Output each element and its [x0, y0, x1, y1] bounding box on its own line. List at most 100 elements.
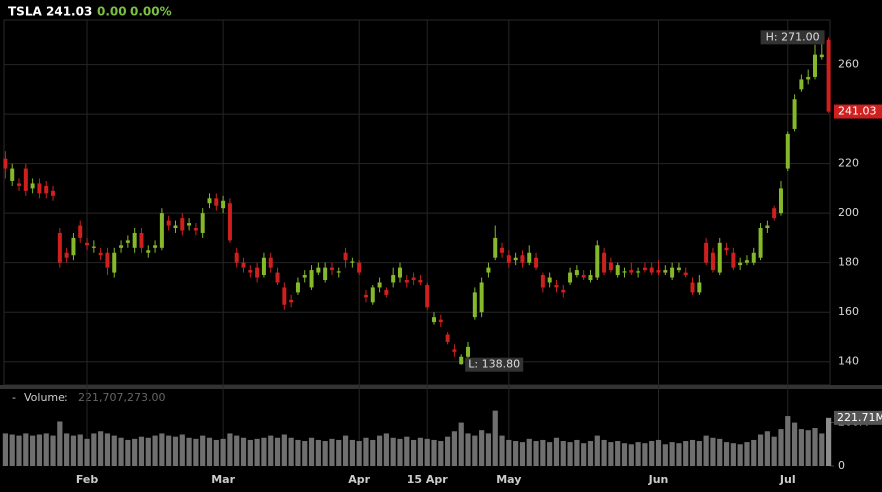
- volume-bar: [635, 442, 641, 466]
- volume-bar: [98, 431, 104, 466]
- candle-body: [472, 292, 477, 318]
- volume-bar: [234, 435, 240, 466]
- volume-bar: [438, 441, 444, 466]
- candle-body: [207, 198, 212, 204]
- candle-body: [132, 232, 137, 248]
- volume-bar: [771, 436, 777, 466]
- candle-body: [71, 237, 76, 256]
- volume-bar: [125, 439, 131, 466]
- candle-body: [534, 257, 539, 268]
- volume-bar: [50, 435, 56, 466]
- candle-body: [697, 282, 702, 293]
- volume-bar: [111, 435, 117, 466]
- candle-body: [105, 252, 110, 268]
- volume-bar: [451, 431, 458, 466]
- x-tick-label: Apr: [348, 473, 370, 486]
- candle-body: [57, 232, 62, 263]
- candle-body: [146, 250, 151, 253]
- volume-tag-box: [834, 410, 882, 425]
- candle-body: [336, 271, 341, 273]
- candle-body: [200, 213, 205, 233]
- volume-bar: [547, 442, 553, 466]
- candle-body: [227, 203, 232, 241]
- volume-bar: [676, 443, 682, 466]
- candle-body: [459, 356, 464, 365]
- candle-body: [357, 262, 362, 273]
- candle-body: [214, 198, 219, 206]
- candle-body: [574, 270, 579, 276]
- volume-bar: [404, 436, 410, 466]
- volume-bar: [764, 431, 770, 466]
- x-tick-label: May: [496, 473, 521, 486]
- candle-body: [452, 349, 457, 352]
- y-tick-label: 0: [838, 459, 845, 472]
- volume-bar: [166, 435, 172, 466]
- candle-body: [670, 267, 675, 278]
- candle-body: [411, 277, 416, 280]
- volume-bar: [302, 441, 308, 466]
- volume-bar: [574, 439, 580, 466]
- candle-body: [486, 267, 491, 273]
- volume-bar: [288, 437, 294, 466]
- candle-body: [568, 272, 573, 283]
- candle-body: [255, 267, 260, 278]
- change-pct: 0.00%: [130, 5, 172, 19]
- volume-title: Volume: [24, 391, 65, 404]
- candle-body: [153, 245, 158, 248]
- candle-body: [309, 270, 314, 288]
- volume-bar: [431, 439, 437, 466]
- candle-body: [289, 299, 294, 303]
- volume-bar: [363, 437, 369, 466]
- candle-body: [159, 213, 164, 248]
- candle-body: [268, 257, 273, 268]
- volume-bar: [274, 437, 281, 466]
- last-price-box: [834, 104, 882, 119]
- candle-body: [540, 275, 545, 288]
- candle-body: [744, 260, 749, 263]
- volume-bar: [608, 442, 614, 466]
- candle-body: [717, 242, 722, 273]
- volume-bar: [499, 435, 505, 466]
- low-label-box: [465, 357, 524, 372]
- volume-bar: [553, 437, 560, 466]
- candle-body: [806, 76, 811, 80]
- volume-bar: [649, 441, 655, 466]
- candle-body: [636, 271, 641, 273]
- volume-bar: [9, 434, 15, 466]
- candle-body: [738, 262, 743, 266]
- candle-body: [527, 252, 532, 263]
- candle-body: [676, 267, 681, 271]
- candle-body: [44, 185, 49, 194]
- volume-bar: [295, 439, 301, 466]
- candle-body: [370, 287, 375, 303]
- volume-bar: [424, 438, 430, 466]
- candle-body: [826, 39, 831, 112]
- candle-body: [64, 252, 69, 258]
- volume-bar: [2, 433, 9, 466]
- candle-body: [595, 245, 600, 278]
- volume-bar: [642, 443, 648, 466]
- volume-bar: [798, 429, 804, 466]
- candle-body: [37, 183, 42, 194]
- volume-value: 221,707,273.00: [78, 391, 165, 404]
- volume-bar: [268, 435, 274, 466]
- candle-body: [812, 54, 817, 77]
- volume-bar: [540, 439, 546, 466]
- candle-body: [241, 262, 246, 268]
- candle-body: [302, 275, 307, 278]
- candle-body: [704, 242, 709, 263]
- volume-bar: [77, 434, 83, 466]
- change: 0.00: [97, 5, 127, 19]
- x-tick-label: Feb: [76, 473, 99, 486]
- candle-body: [690, 282, 695, 293]
- candle-body: [642, 267, 647, 271]
- candle-body: [221, 200, 226, 209]
- candle-body: [500, 247, 505, 253]
- volume-bar: [349, 439, 355, 466]
- candle-body: [731, 252, 736, 268]
- candle-body: [506, 255, 511, 263]
- candle-body: [493, 237, 498, 258]
- volume-bar: [70, 435, 77, 466]
- volume-bar: [581, 443, 587, 466]
- candle-body: [588, 275, 593, 280]
